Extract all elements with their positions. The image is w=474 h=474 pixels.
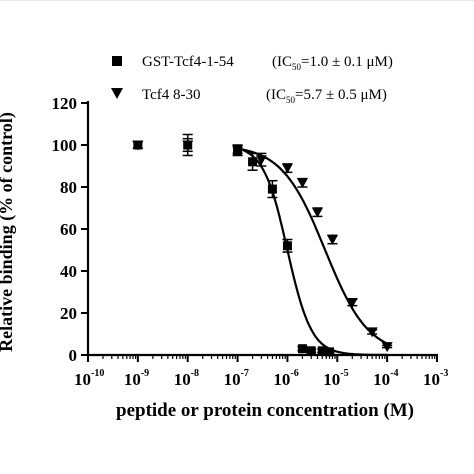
legend-label-gst-tcf4: GST-Tcf4-1-54 [142,54,234,70]
tick-labels: 0 20 40 60 80 100 120 10-10 10-9 10-8 10-7 10-6 10-5… [52,94,449,389]
legend: GST-Tcf4-1-54 (IC50=1.0 ± 0.1 μM) Tcf4 8… [111,54,393,105]
data-point-square [282,241,292,251]
data-point-square [325,347,335,357]
x-tick-label: 10-4 [373,368,398,389]
x-tick-label: 10-3 [423,368,448,389]
legend-square-marker [112,56,122,66]
fit-curves [237,147,388,356]
legend-label-tcf4-8-30: Tcf4 8-30 [142,87,201,103]
data-point-triangle [132,140,144,151]
data-point-square [248,157,258,167]
legend-ic50-gst-tcf4: (IC50=1.0 ± 0.1 μM) [272,54,393,72]
data-point-triangle [366,327,378,338]
series-points-tcf4-8-30 [132,137,393,353]
fit-curve-tcf4-8-30 [237,147,388,345]
x-tick-label: 10-5 [323,368,348,389]
y-tick-label: 60 [60,220,77,239]
legend-item-gst-tcf4: GST-Tcf4-1-54 (IC50=1.0 ± 0.1 μM) [112,54,393,72]
data-points [132,133,393,357]
x-tick-label: 10-6 [273,368,298,389]
data-point-triangle [381,342,393,353]
data-point-triangle [346,298,358,308]
fit-curve-gst-tcf4 [237,147,388,356]
data-point-triangle [311,207,323,218]
legend-ic50-tcf4-8-30: (IC50=5.7 ± 0.5 μM) [266,87,387,105]
y-axis-label: Relative binding (% of control) [0,112,17,352]
y-tick-label: 0 [69,346,78,365]
y-tick-label: 80 [60,178,77,197]
data-point-triangle [296,178,308,189]
data-point-square [306,346,316,356]
x-tick-label: 10-8 [174,368,199,389]
data-point-triangle [232,144,244,155]
y-tick-label: 40 [60,262,77,281]
x-tick-label: 10-10 [74,368,104,389]
y-tick-label: 120 [52,94,78,113]
top-border-line [0,0,474,1]
axes [81,101,438,362]
data-point-triangle [326,235,338,245]
data-point-triangle [255,155,267,166]
data-point-triangle [281,163,293,174]
data-point-square [317,346,327,356]
x-tick-label: 10-7 [224,368,249,389]
series-points-gst-tcf4 [132,133,335,357]
data-point-square [297,344,307,354]
x-axis-label: peptide or protein concentration (M) [116,400,414,421]
y-tick-label: 100 [52,136,78,155]
y-tick-label: 20 [60,304,77,323]
legend-triangle-marker [111,88,123,99]
x-tick-label: 10-9 [124,368,149,389]
data-point-triangle [182,140,194,151]
legend-item-tcf4-8-30: Tcf4 8-30 (IC50=5.7 ± 0.5 μM) [111,87,387,105]
data-point-square [267,184,277,194]
